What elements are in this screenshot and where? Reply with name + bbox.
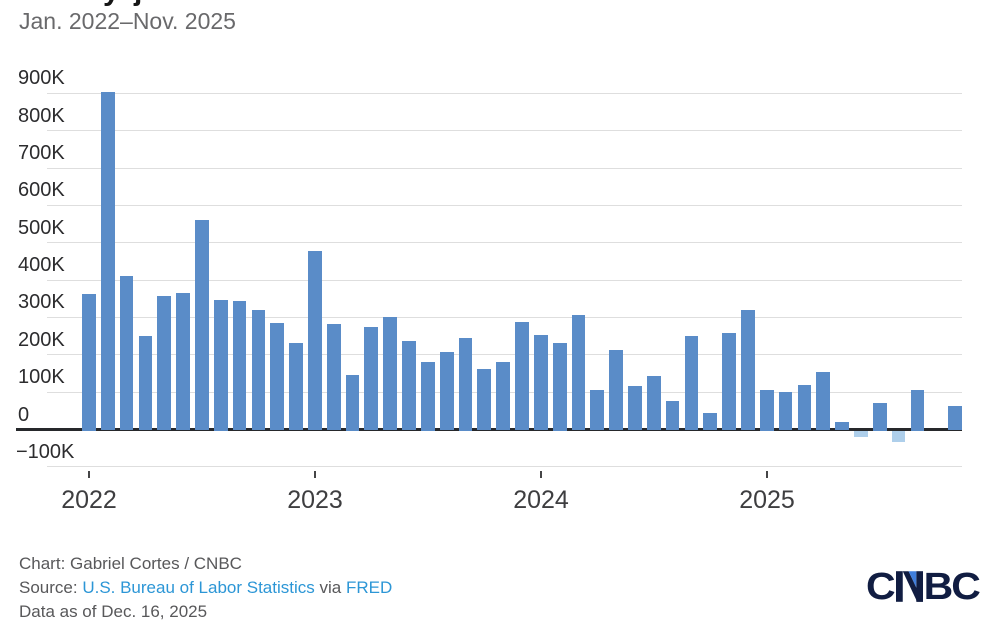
gridline [47,466,962,467]
bar-dec-2023 [515,321,529,431]
source-prefix: Source: [19,578,83,597]
bar-feb-2023 [326,323,341,431]
bar-apr-2025 [816,371,831,431]
y-axis-label: 700K [18,142,65,164]
bar-sep-2023 [458,338,473,431]
bar-aug-2023 [439,352,454,431]
bar-feb-2025 [778,392,793,431]
bar-apr-2023 [364,326,379,431]
x-axis-tick-2022 [88,471,90,478]
bar-may-2024 [609,349,623,431]
x-axis-year-label: 2024 [513,486,569,514]
bar-jul-2022 [195,220,209,431]
bar-aug-2022 [213,299,228,431]
bar-mar-2022 [119,276,134,431]
bar-oct-2024 [703,413,718,431]
bar-jan-2025 [759,389,774,431]
bar-mar-2023 [345,375,360,431]
bar-may-2022 [157,296,172,431]
bar-nov-2025 [948,406,962,431]
bar-nov-2024 [722,332,736,431]
gridline [47,93,962,94]
clipped-title-text: y j [103,0,145,8]
y-axis-label: 400K [18,254,65,276]
x-axis-year-label: 2023 [287,486,343,514]
bar-feb-2022 [100,91,115,431]
y-axis-label: 800K [18,105,65,127]
bar-jan-2024 [533,335,548,431]
y-axis-label: 0 [18,404,30,426]
bar-mar-2025 [797,385,812,431]
bar-nov-2022 [270,323,285,431]
chart-footer: Chart: Gabriel Cortes / CNBC Source: U.S… [19,552,392,624]
logo-letter-n-icon [895,571,923,602]
logo-letter-b: B [923,564,954,608]
gridline [47,242,962,243]
bar-oct-2023 [477,368,492,431]
bar-sep-2024 [684,335,699,431]
bar-apr-2022 [138,335,153,431]
y-axis-label: 100K [18,366,65,388]
bar-jun-2023 [402,340,416,431]
x-axis-tick-2025 [766,471,768,478]
bar-apr-2024 [590,389,605,431]
y-axis-label: 500K [18,217,65,239]
cnbc-logo: C B C [866,564,981,608]
bar-jan-2022 [82,293,96,431]
bar-dec-2022 [289,342,303,431]
gridline [47,354,962,355]
gridline [47,168,962,169]
bar-jun-2025 [854,431,868,437]
clipped-page-title: y j [0,0,420,8]
bar-jun-2024 [628,385,642,431]
bar-jun-2022 [176,292,190,431]
bar-sep-2025 [910,389,925,431]
bar-aug-2025 [891,431,906,442]
x-axis-year-label: 2022 [61,486,117,514]
y-axis-label: 600K [18,179,65,201]
bar-jul-2023 [420,361,435,431]
y-axis-label: 300K [18,291,65,313]
bar-feb-2024 [552,342,567,431]
logo-letter-c2: C [951,564,981,608]
bar-dec-2024 [741,309,755,431]
chart-subtitle: Jan. 2022–Nov. 2025 [19,8,236,34]
bar-jul-2024 [646,376,661,431]
x-axis-tick-2024 [540,471,542,478]
bar-oct-2022 [251,310,266,431]
source-link-fred[interactable]: FRED [345,578,393,597]
bar-mar-2024 [571,314,586,431]
bar-aug-2024 [665,401,680,431]
bar-may-2023 [383,317,398,431]
bar-chart: 900K 800K 700K 600K 500K 400K 300K 200K 100K 0 −10… [16,67,962,514]
logo-letter-c1: C [866,564,896,608]
y-axis-label: 900K [18,67,65,89]
y-axis-label: 200K [18,329,65,351]
bar-sep-2022 [232,301,247,431]
source-middle: via [314,578,346,597]
y-axis-label: −100K [16,441,75,463]
x-axis-tick-2023 [314,471,316,478]
x-axis-year-label: 2025 [739,486,795,514]
bar-nov-2023 [496,362,511,431]
source-link-bls[interactable]: U.S. Bureau of Labor Statistics [82,578,315,597]
gridline [47,280,962,281]
bar-jan-2023 [308,250,322,431]
data-as-of: Data as of Dec. 16, 2025 [19,602,208,621]
chart-credit: Chart: Gabriel Cortes / CNBC [19,554,242,573]
source-line: Source: U.S. Bureau of Labor Statistics … [19,576,392,600]
bar-may-2025 [835,422,849,431]
gridline [47,130,962,131]
gridline [47,317,962,318]
bar-jul-2025 [872,403,887,431]
gridline [47,205,962,206]
